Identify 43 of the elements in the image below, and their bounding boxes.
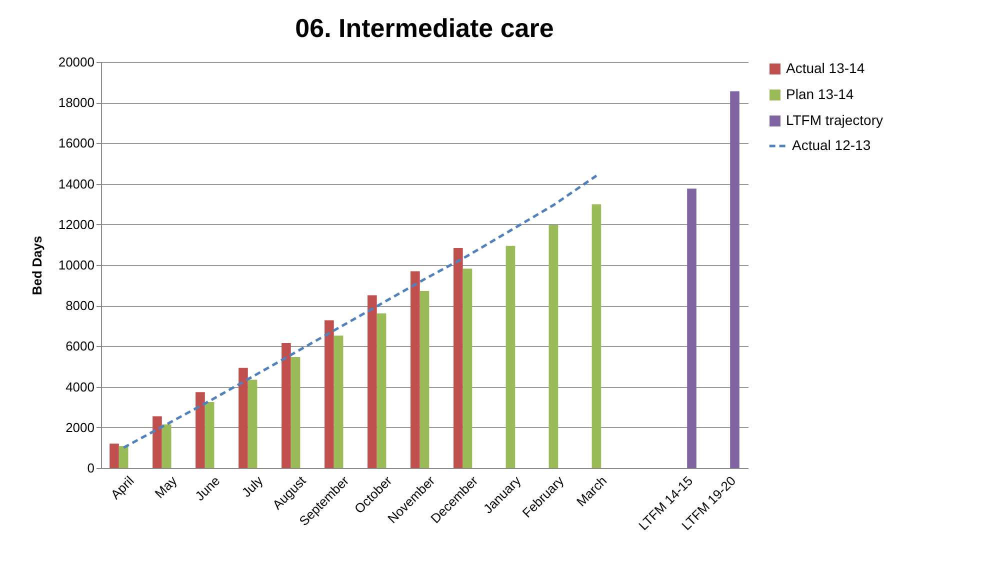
y-tick-label: 20000 xyxy=(58,54,94,70)
bar xyxy=(687,188,696,468)
bar xyxy=(454,248,463,468)
y-tick-label: 16000 xyxy=(58,136,94,151)
bar xyxy=(152,416,162,468)
legend-label: Actual 13-14 xyxy=(786,60,865,76)
chart-title: 06. Intermediate care xyxy=(295,13,554,43)
bar xyxy=(420,290,430,468)
y-axis-title: Bed Days xyxy=(29,236,44,296)
bar xyxy=(204,402,214,468)
y-tick-label: 12000 xyxy=(58,216,94,232)
bar xyxy=(324,320,334,468)
bar xyxy=(730,91,740,468)
bar xyxy=(282,342,291,468)
y-tick-label: 0 xyxy=(87,460,94,476)
bar xyxy=(334,336,344,468)
y-tick-label: 4000 xyxy=(66,379,94,394)
bar xyxy=(290,356,300,468)
y-tick-label: 18000 xyxy=(58,95,94,110)
bar xyxy=(548,225,558,468)
x-tick-label: May xyxy=(152,472,180,502)
y-tick-label: 8000 xyxy=(66,298,94,314)
line-series xyxy=(122,174,598,449)
bar xyxy=(462,268,472,468)
y-tick-label: 10000 xyxy=(58,258,94,272)
bar xyxy=(162,424,172,468)
legend-label: Actual 12-13 xyxy=(792,137,871,153)
bar xyxy=(248,380,258,468)
bar xyxy=(110,444,119,468)
bar xyxy=(376,313,386,468)
y-tick-label: 6000 xyxy=(66,338,94,354)
y-tick-label: 2000 xyxy=(66,420,94,435)
bar xyxy=(196,392,205,468)
bar xyxy=(592,204,602,468)
legend-label: LTFM trajectory xyxy=(786,112,883,128)
legend-label: Plan 13-14 xyxy=(786,86,854,102)
bar xyxy=(238,368,248,468)
bar xyxy=(368,295,377,468)
bar xyxy=(506,246,516,468)
x-tick-label: July xyxy=(238,472,266,500)
bar xyxy=(118,446,128,468)
y-tick-label: 14000 xyxy=(58,176,94,192)
bar xyxy=(410,271,420,468)
